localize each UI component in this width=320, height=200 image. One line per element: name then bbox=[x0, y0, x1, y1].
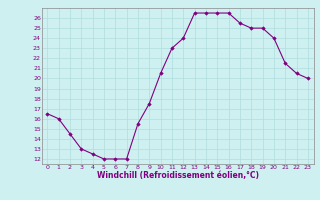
X-axis label: Windchill (Refroidissement éolien,°C): Windchill (Refroidissement éolien,°C) bbox=[97, 171, 259, 180]
